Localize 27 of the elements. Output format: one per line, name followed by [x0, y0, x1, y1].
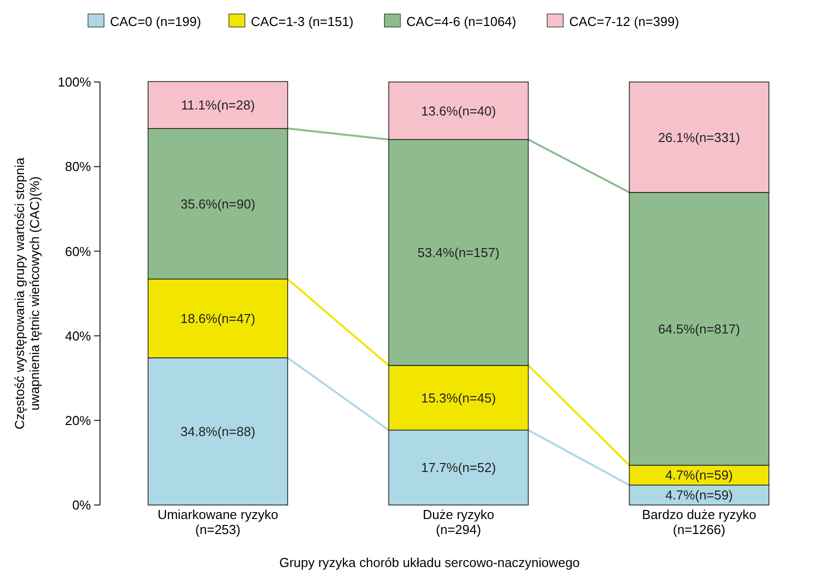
legend-label: CAC=4-6 (n=1064) [406, 14, 516, 29]
data-label: 15.3%(n=45) [421, 390, 496, 406]
y-tick-label: 20% [64, 412, 92, 428]
legend-label: CAC=1-3 (n=151) [250, 14, 354, 29]
data-label: 17.7%(n=52) [421, 460, 496, 476]
data-label: 34.8%(n=88) [180, 424, 256, 439]
data-label: 53.4%(n=157) [417, 245, 500, 260]
data-label: 4.7%(n=59) [665, 468, 733, 483]
data-label: 64.5%(n=817) [658, 321, 740, 336]
data-label: 13.6%(n=40) [421, 103, 496, 118]
x-tick-label: Umiarkowane ryzyko (n=253) [158, 507, 278, 537]
data-label: 18.6%(n=47) [180, 311, 256, 326]
y-tick-label: 40% [64, 328, 92, 344]
y-tick-label: 0% [72, 498, 92, 513]
y-tick-label: 80% [64, 159, 92, 174]
data-label: 35.6%(n=90) [180, 196, 256, 212]
y-tick-label: 100% [58, 74, 92, 90]
y-tick-label: 60% [64, 244, 92, 259]
y-axis-title: Częstość występowania grupy wartości stopnia uwapnienia tętnic wieńcowych (CAC)(%) [12, 156, 42, 430]
data-label: 26.1%(n=331) [658, 130, 740, 145]
data-label: 4.7%(n=59) [665, 488, 733, 503]
legend-label: CAC=0 (n=199) [110, 14, 202, 29]
data-label: 11.1%(n=28) [180, 98, 255, 113]
x-tick-label: Bardzo duże ryzyko (n=1266) [642, 507, 756, 537]
x-tick-label: Duże ryzyko (n=294) [422, 507, 494, 537]
legend-label: CAC=7-12 (n=399) [569, 14, 680, 29]
x-axis-title: Grupy ryzyka chorób układu sercowo-naczyniowego [279, 555, 580, 570]
